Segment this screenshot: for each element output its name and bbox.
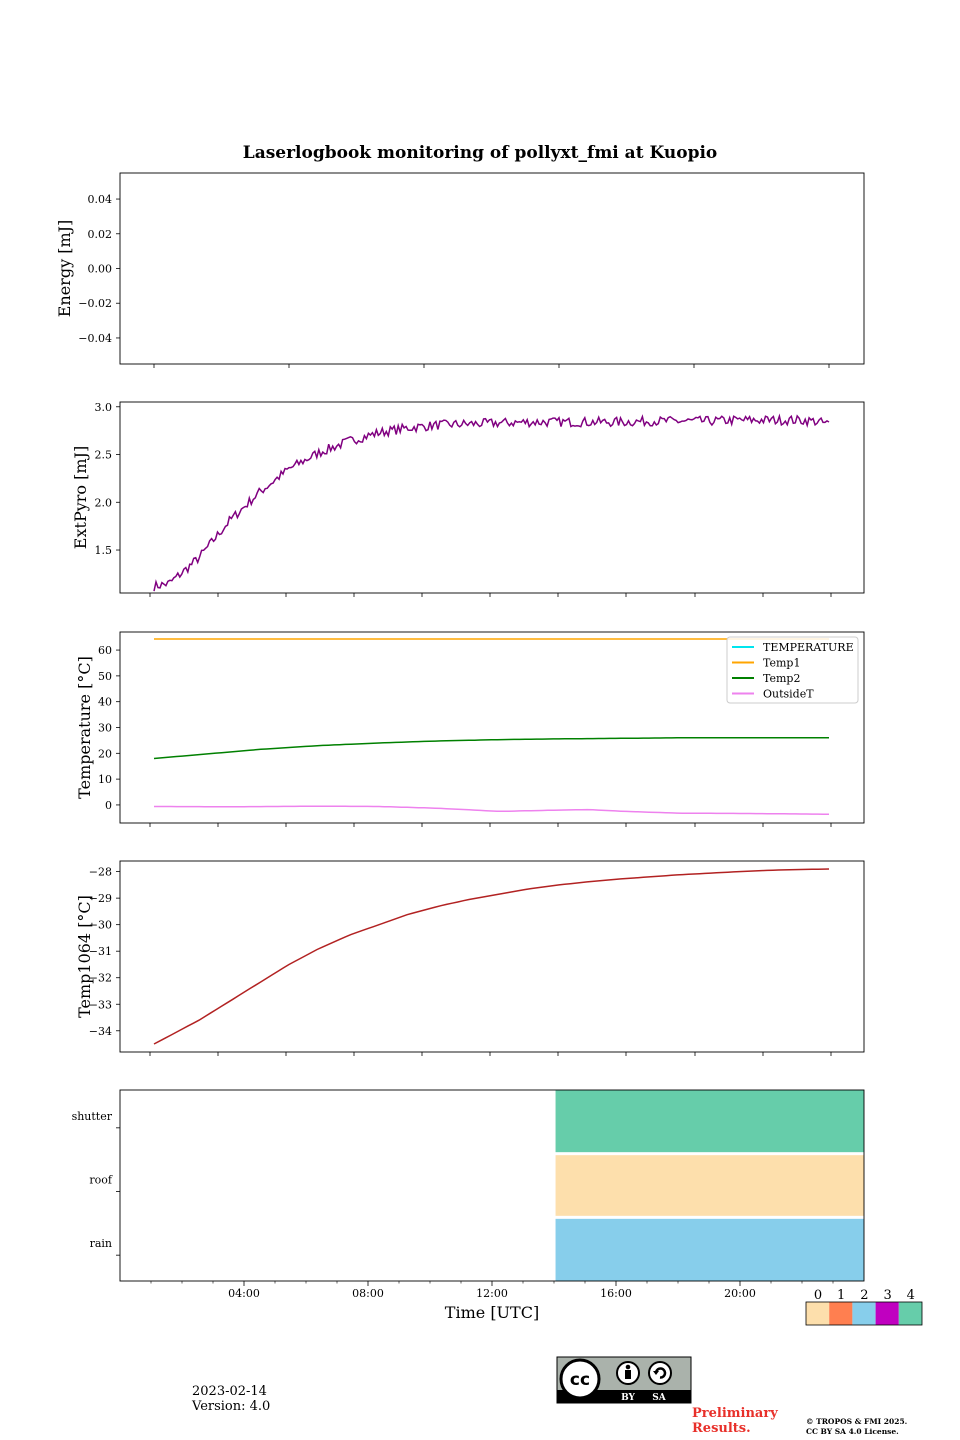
svg-text:cc: cc: [570, 1370, 590, 1390]
preliminary-line2: Results.: [692, 1421, 751, 1436]
cc-logo-icon: [559, 1358, 601, 1400]
colorbar-cell-1: [829, 1302, 853, 1325]
series-line-temp2: [153, 737, 829, 760]
row-label-roof: roof: [89, 1174, 113, 1187]
license-sa-label: SA: [652, 1393, 666, 1403]
colorbar-label-1: 1: [837, 1288, 845, 1303]
y-tick-label: −33: [89, 998, 112, 1011]
x-tick-label: 04:00: [228, 1287, 260, 1300]
status-block-roof: [555, 1155, 864, 1216]
y-tick-label: 60: [98, 644, 112, 657]
y-tick-label: 40: [98, 696, 112, 709]
date-label: 2023-02-14: [192, 1384, 267, 1399]
y-tick-label: 0: [105, 799, 112, 812]
y-axis-label: Temperature [°C]: [75, 656, 94, 799]
y-tick-label: 2.0: [95, 496, 113, 509]
colorbar-cell-4: [898, 1302, 922, 1325]
license-by-label: BY: [621, 1393, 635, 1403]
y-tick-label: −29: [89, 892, 112, 905]
footer-info: 2023-02-14 Version: 4.0: [192, 1384, 270, 1414]
axes-frame: [119, 401, 865, 594]
colorbar-cell-3: [875, 1302, 899, 1325]
y-tick-label: −0.02: [78, 297, 112, 310]
y-tick-label: 1.5: [95, 544, 113, 557]
sa-share-icon: [648, 1361, 672, 1385]
cc-by-sa-badge: cc BY SA: [556, 1356, 692, 1404]
status-block-rain: [555, 1218, 864, 1281]
y-tick-label: 50: [98, 670, 112, 683]
chart-title: Laserlogbook monitoring of pollyxt_fmi a…: [243, 143, 718, 163]
colorbar-label-4: 4: [907, 1288, 915, 1303]
y-tick-label: −32: [89, 972, 112, 985]
copyright-line1: © TROPOS & FMI 2025.: [806, 1417, 908, 1426]
row-label-shutter: shutter: [72, 1110, 113, 1123]
y-axis-label: Temp1064 [°C]: [75, 895, 94, 1018]
y-tick-label: 20: [98, 747, 112, 760]
copyright-line2: CC BY SA 4.0 License.: [806, 1427, 899, 1436]
preliminary-note: Preliminary Results.: [692, 1406, 778, 1436]
x-tick-label: 12:00: [476, 1287, 508, 1300]
series-line-extpyro: [153, 413, 830, 592]
axes-frame: [119, 172, 865, 365]
y-tick-label: −0.04: [78, 332, 112, 345]
panel-temp1064: −28 −29 −30 −31 −32 −33 −34 Temp1064 [°C]: [75, 860, 865, 1056]
legend-label: OutsideT: [763, 688, 814, 701]
x-tick-label: 16:00: [600, 1287, 632, 1300]
y-tick-label: 30: [98, 722, 112, 735]
x-tick-label: 20:00: [724, 1287, 756, 1300]
y-tick-label: −31: [89, 945, 112, 958]
colorbar-label-3: 3: [883, 1288, 891, 1303]
copyright-note: © TROPOS & FMI 2025. CC BY SA 4.0 Licens…: [806, 1417, 907, 1437]
panel-status: shutter roof rain 04:00 08:00 12:00 16:00 20:00…: [72, 1089, 865, 1322]
colorbar-label-0: 0: [814, 1288, 822, 1303]
colorbar-label-2: 2: [860, 1288, 868, 1303]
axes-frame: [119, 1089, 865, 1282]
y-tick-label: −30: [89, 919, 112, 932]
row-label-rain: rain: [90, 1237, 112, 1250]
colorbar-cell-2: [852, 1302, 876, 1325]
panel-extpyro: 3.0 2.5 2.0 1.5 ExtPyro [mJ]: [71, 401, 865, 597]
colorbar-frame: [805, 1301, 923, 1326]
legend-box: [726, 636, 859, 704]
y-tick-label: 0.04: [88, 193, 113, 206]
legend-label: TEMPERATURE: [763, 641, 854, 654]
axes-frame: [119, 631, 865, 824]
panel-energy: 0.04 0.02 0.00 −0.02 −0.04 Energy [mJ]: [55, 172, 865, 368]
colorbar-cell-0: [806, 1302, 830, 1325]
x-axis-label: Time [UTC]: [445, 1303, 539, 1322]
y-axis-label: Energy [mJ]: [55, 220, 74, 318]
version-label: Version: 4.0: [192, 1399, 271, 1414]
x-tick-label: 08:00: [352, 1287, 384, 1300]
preliminary-line1: Preliminary: [692, 1406, 778, 1421]
y-tick-label: 2.5: [95, 449, 113, 462]
panel-temperature: 60 50 40 30 20 10 0 Temperature [°C] TEMPERATURE…: [75, 631, 865, 827]
legend-label: Temp1: [763, 657, 800, 670]
y-tick-label: −34: [89, 1025, 112, 1038]
series-line-outsidet: [154, 805, 829, 815]
y-tick-label: 3.0: [95, 401, 113, 414]
axes-frame: [119, 860, 865, 1053]
y-axis-label: ExtPyro [mJ]: [71, 446, 90, 549]
y-tick-label: −28: [89, 866, 112, 879]
y-tick-label: 10: [98, 773, 112, 786]
legend-label: Temp2: [763, 672, 800, 685]
status-block-shutter: [555, 1090, 864, 1153]
y-tick-label: 0.02: [88, 228, 113, 241]
series-line-temp1064: [153, 868, 830, 1045]
y-tick-label: 0.00: [88, 263, 113, 276]
